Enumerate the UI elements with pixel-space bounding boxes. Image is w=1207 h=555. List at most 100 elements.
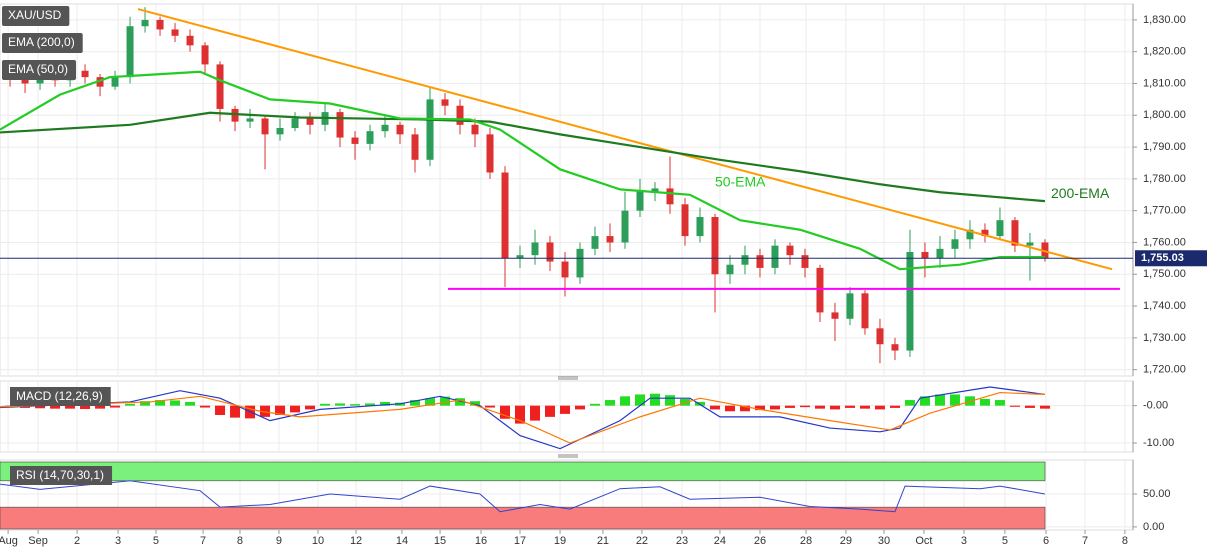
- rsi-line: [0, 480, 1046, 513]
- histogram-bar: [530, 405, 541, 421]
- histogram-bar: [440, 396, 451, 406]
- candle-body: [1011, 220, 1019, 246]
- candle-body: [696, 217, 704, 237]
- histogram-bar: [560, 405, 571, 414]
- candle-body: [171, 29, 179, 36]
- histogram-bar: [410, 400, 421, 406]
- candle-body: [291, 118, 299, 128]
- candle-body: [981, 229, 989, 237]
- histogram-bar: [604, 400, 615, 406]
- ema-line: [0, 111, 1046, 203]
- histogram-bar: [125, 403, 136, 406]
- histogram-bar: [619, 396, 630, 406]
- histogram-bar: [305, 405, 316, 410]
- indicator-label: RSI (14,70,30,1): [16, 468, 104, 482]
- candle-body: [891, 344, 899, 351]
- candle-body: [201, 45, 209, 65]
- histogram-bar: [470, 401, 481, 406]
- x-tick-label: 23: [676, 535, 688, 547]
- y-tick-label: 1,760.00: [1143, 236, 1186, 248]
- candle-body: [111, 77, 119, 87]
- legend-box: [10, 387, 111, 406]
- overbought-band: [0, 461, 1046, 482]
- candle-body: [81, 70, 89, 78]
- histogram-bar: [784, 405, 795, 408]
- x-tick-label: 5: [153, 535, 159, 547]
- x-tick-label: 14: [396, 535, 408, 547]
- candle-body: [456, 105, 464, 125]
- histogram-bar: [949, 394, 960, 406]
- x-tick-label: 19: [554, 535, 566, 547]
- histogram-bar: [574, 405, 585, 410]
- histogram-bar: [545, 405, 556, 417]
- histogram-bar: [215, 405, 226, 416]
- candle-body: [771, 245, 779, 268]
- histogram-bar: [380, 401, 391, 406]
- histogram-bar: [1039, 405, 1050, 409]
- candle-body: [636, 191, 644, 211]
- candle-body: [576, 248, 584, 278]
- y-tick-label: 0.00: [1143, 521, 1164, 533]
- candle-body: [276, 128, 284, 135]
- series-label: 50-EMA: [715, 173, 766, 189]
- legend-box: [2, 33, 83, 53]
- candle-body: [516, 255, 524, 259]
- histogram-bar: [275, 405, 286, 416]
- legend-label: EMA (200,0): [8, 35, 75, 49]
- histogram-bar: [65, 405, 76, 409]
- candle-body: [381, 124, 389, 132]
- histogram-bar: [724, 405, 735, 412]
- y-tick-label: 1,810.00: [1143, 77, 1186, 89]
- candle-body: [621, 210, 629, 243]
- x-tick-label: 3: [961, 535, 967, 547]
- candle-body: [246, 118, 254, 122]
- candle-body: [606, 236, 614, 243]
- histogram-bar: [739, 405, 750, 412]
- histogram-bar: [155, 400, 166, 406]
- x-tick-label: 7: [1082, 535, 1088, 547]
- histogram-bar: [1009, 405, 1020, 407]
- y-tick-label: 1,830.00: [1143, 14, 1186, 26]
- histogram-bar: [185, 401, 196, 406]
- candle-body: [681, 204, 689, 237]
- x-tick-label: 29: [840, 535, 852, 547]
- legend-label: EMA (50,0): [8, 62, 68, 76]
- candle-body: [231, 108, 239, 122]
- candle-body: [906, 252, 914, 351]
- histogram-bar: [260, 405, 271, 417]
- candle-body: [486, 134, 494, 173]
- panel: 1,720.00 1,730.00 1,740.00 1,750.00 1,760.00…: [0, 3, 1207, 377]
- x-tick-label: 3: [115, 535, 121, 547]
- candle-body: [951, 239, 959, 249]
- histogram-bar: [335, 403, 346, 406]
- x-tick-label: 16: [475, 535, 487, 547]
- x-tick-label: Oct: [915, 535, 932, 547]
- x-tick-label: 21: [597, 535, 609, 547]
- histogram-bar: [709, 405, 720, 410]
- candle-body: [726, 264, 734, 275]
- candle-body: [261, 118, 269, 135]
- histogram-bar: [35, 405, 46, 409]
- histogram-bar: [365, 403, 376, 406]
- panel: -0.00 -10.00 MACD (12,26,9): [0, 380, 1174, 453]
- histogram-bar: [844, 405, 855, 408]
- histogram-bar: [994, 400, 1005, 406]
- candle-body: [186, 35, 194, 46]
- candle-body: [996, 220, 1004, 237]
- x-tick-label: 7: [200, 535, 206, 547]
- histogram-bar: [515, 405, 526, 424]
- histogram-bar: [170, 400, 181, 406]
- candle-body: [1026, 242, 1034, 246]
- candle-body: [441, 99, 449, 106]
- histogram-bar: [919, 396, 930, 406]
- histogram-bar: [320, 403, 331, 406]
- histogram-bar: [799, 405, 810, 408]
- histogram-bar: [859, 405, 870, 409]
- histogram-bar: [500, 405, 511, 419]
- x-tick-label: 17: [514, 535, 526, 547]
- y-tick-label: 1,740.00: [1143, 300, 1186, 312]
- histogram-bar: [95, 405, 106, 409]
- candle-body: [141, 19, 149, 27]
